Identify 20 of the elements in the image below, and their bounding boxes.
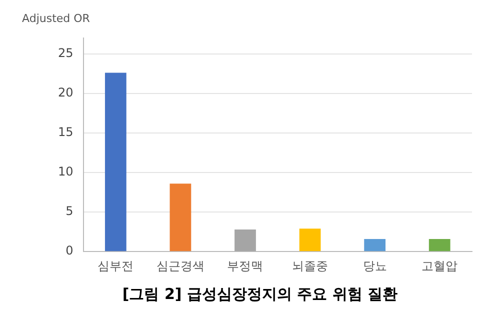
y-tick-label: 5: [66, 204, 74, 218]
x-tick-label: 고혈압: [422, 258, 458, 273]
x-tick-label: 심부전: [98, 258, 134, 273]
bar: [170, 184, 192, 252]
y-axis-title: Adjusted OR: [22, 12, 90, 25]
x-tick-label: 뇌졸중: [292, 258, 328, 273]
x-tick-label: 심근경색: [156, 258, 204, 273]
bar: [104, 72, 126, 252]
y-tick-label: 15: [58, 125, 74, 140]
y-tick-label: 25: [58, 46, 74, 60]
y-tick-label: 10: [58, 164, 74, 179]
x-tick-label: 당뇨: [362, 258, 387, 273]
y-tick-label: 20: [58, 86, 74, 100]
bar: [299, 228, 321, 252]
bar: [364, 238, 386, 252]
x-tick-label: 부정맥: [227, 258, 264, 273]
bar: [428, 238, 450, 252]
y-tick-label: 0: [66, 244, 74, 258]
text: [그림 2] 급성심장정지의 주요 위험 질환: [122, 284, 398, 303]
bar: [234, 229, 256, 252]
